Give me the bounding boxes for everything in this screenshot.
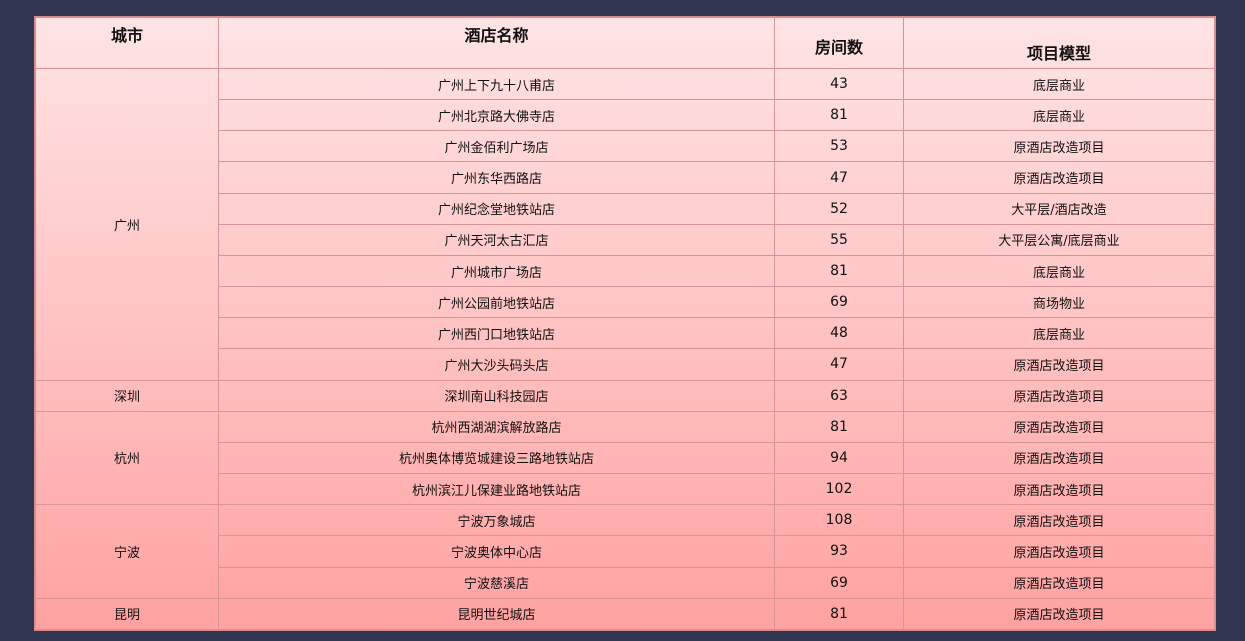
hotel-name-cell: 广州大沙头码头店 (218, 348, 775, 381)
hotel-name-cell: 广州天河太古汇店 (218, 223, 775, 256)
room-count-cell: 94 (774, 441, 904, 475)
project-model-cell: 大平层公寓/底层商业 (903, 223, 1215, 256)
room-count-cell: 47 (774, 348, 904, 381)
hotel-name-cell: 杭州西湖湖滨解放路店 (218, 410, 775, 443)
hotel-name-cell: 广州上下九十八甫店 (218, 67, 775, 101)
table-row: 广州西门口地铁站店 48 底层商业 (36, 317, 1215, 350)
header-city: 城市 (35, 17, 219, 69)
table-row: 杭州 杭州西湖湖滨解放路店 81 原酒店改造项目 (35, 410, 1215, 506)
room-count-cell: 108 (774, 504, 904, 537)
project-model-cell: 底层商业 (903, 254, 1215, 288)
hotel-name-cell: 昆明世纪城店 (218, 597, 775, 631)
header-hotel: 酒店名称 (218, 17, 775, 69)
room-count-cell: 81 (774, 99, 904, 132)
hotel-name-cell: 广州公园前地铁站店 (218, 286, 775, 319)
room-count-cell: 102 (774, 473, 904, 506)
room-count-cell: 47 (774, 161, 904, 194)
table-row: 广州公园前地铁站店 69 商场物业 (36, 286, 1215, 319)
table-row: 广州天河太古汇店 55 大平层公寓/底层商业 (36, 223, 1215, 256)
city-cell: 昆明 (35, 597, 219, 631)
room-count-cell: 43 (774, 67, 904, 101)
room-count-cell: 69 (774, 286, 904, 319)
header-rooms: 房间数 (774, 17, 904, 69)
hotel-name-cell: 宁波慈溪店 (218, 566, 775, 599)
project-model-cell: 底层商业 (903, 317, 1215, 350)
project-model-cell: 原酒店改造项目 (903, 473, 1215, 506)
project-model-cell: 原酒店改造项目 (903, 535, 1215, 568)
room-count-cell: 81 (774, 410, 904, 443)
project-model-cell: 原酒店改造项目 (903, 566, 1215, 599)
project-model-cell: 原酒店改造项目 (903, 597, 1215, 631)
project-model-cell: 原酒店改造项目 (903, 504, 1215, 537)
hotel-name-cell: 广州东华西路店 (218, 161, 775, 194)
city-cell: 广州 (35, 68, 219, 381)
project-model-cell: 底层商业 (903, 99, 1215, 132)
hotel-name-cell: 广州西门口地铁站店 (218, 317, 775, 350)
city-cell: 深圳 (35, 379, 219, 412)
city-cell: 杭州 (35, 410, 219, 506)
table-row: 广州金佰利广场店 53 原酒店改造项目 (36, 130, 1215, 163)
room-count-cell: 53 (774, 130, 904, 163)
header-model: 项目模型 (903, 17, 1215, 69)
table-row: 广州东华西路店 47 原酒店改造项目 (36, 161, 1215, 194)
room-count-cell: 81 (774, 597, 904, 631)
table-row: 广州 广州上下九十八甫店 43 底层商业 (35, 67, 1215, 381)
city-cell: 宁波 (35, 504, 219, 599)
table-row: 杭州奥体博览城建设三路地铁站店 94 原酒店改造项目 (36, 441, 1215, 475)
room-count-cell: 93 (774, 535, 904, 568)
room-count-cell: 48 (774, 317, 904, 350)
room-count-cell: 81 (774, 254, 904, 288)
project-model-cell: 原酒店改造项目 (903, 161, 1215, 194)
table-row: 广州城市广场店 81 底层商业 (36, 254, 1215, 288)
table-row: 杭州滨江儿保建业路地铁站店 102 原酒店改造项目 (36, 473, 1215, 506)
hotel-name-cell: 深圳南山科技园店 (218, 379, 775, 412)
table-row: 宁波 宁波万象城店 108 原酒店改造项目 (35, 504, 1215, 599)
project-model-cell: 大平层/酒店改造 (903, 192, 1215, 225)
table-row: 深圳 深圳南山科技园店 63 原酒店改造项目 (35, 379, 1215, 412)
hotel-name-cell: 广州纪念堂地铁站店 (218, 192, 775, 225)
header-row: 城市 酒店名称 房间数 项目模型 (35, 17, 1215, 69)
table-row: 广州纪念堂地铁站店 52 大平层/酒店改造 (36, 192, 1215, 225)
hotel-name-cell: 广州北京路大佛寺店 (218, 99, 775, 132)
hotel-table-container: 城市 酒店名称 房间数 项目模型 广州 广州上下九十八甫店 43 底层商业 广州北京路大… (34, 16, 1216, 631)
hotel-name-cell: 杭州滨江儿保建业路地铁站店 (218, 473, 775, 506)
room-count-cell: 69 (774, 566, 904, 599)
table-row: 广州大沙头码头店 47 原酒店改造项目 (36, 348, 1215, 381)
hotel-name-cell: 宁波奥体中心店 (218, 535, 775, 568)
project-model-cell: 原酒店改造项目 (903, 441, 1215, 475)
room-count-cell: 55 (774, 223, 904, 256)
project-model-cell: 底层商业 (903, 67, 1215, 101)
project-model-cell: 原酒店改造项目 (903, 379, 1215, 412)
project-model-cell: 原酒店改造项目 (903, 130, 1215, 163)
hotel-name-cell: 广州金佰利广场店 (218, 130, 775, 163)
room-count-cell: 52 (774, 192, 904, 225)
project-model-cell: 原酒店改造项目 (903, 410, 1215, 443)
project-model-cell: 原酒店改造项目 (903, 348, 1215, 381)
table-row: 广州北京路大佛寺店 81 底层商业 (36, 99, 1215, 132)
hotel-table: 城市 酒店名称 房间数 项目模型 广州 广州上下九十八甫店 43 底层商业 广州北京路大… (35, 17, 1215, 631)
table-row: 昆明 昆明世纪城店 81 原酒店改造项目 (35, 597, 1215, 631)
project-model-cell: 商场物业 (903, 286, 1215, 319)
hotel-name-cell: 宁波万象城店 (218, 504, 775, 537)
hotel-name-cell: 杭州奥体博览城建设三路地铁站店 (218, 441, 775, 475)
room-count-cell: 63 (774, 379, 904, 412)
hotel-name-cell: 广州城市广场店 (218, 254, 775, 288)
